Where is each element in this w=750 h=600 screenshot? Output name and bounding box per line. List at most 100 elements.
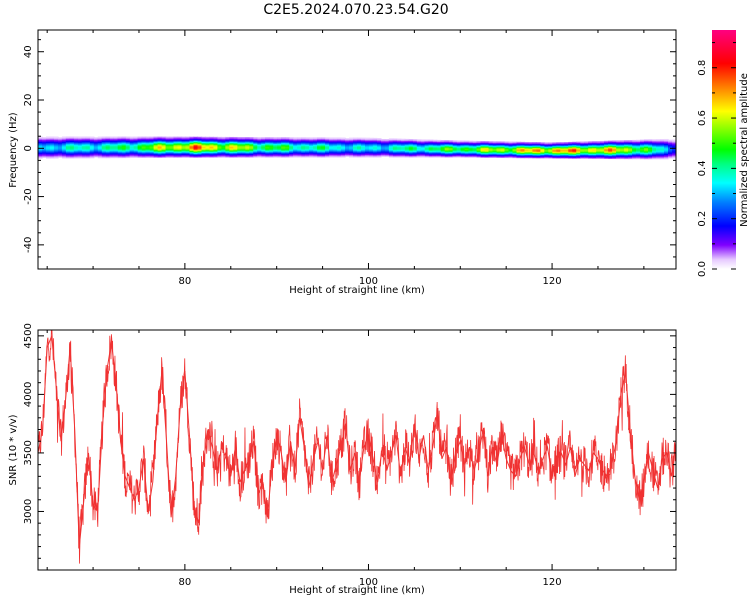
spectrogram-cell [648,153,653,155]
spectrogram-cell [69,151,75,153]
spectrogram-cell [372,150,378,152]
spectrogram-cell [233,143,238,145]
spectrogram-cell [596,141,601,143]
spectrogram-cell [121,148,127,151]
spectrogram-cell [41,153,47,155]
spectrogram-cell [384,146,390,149]
spectrogram-cell [428,156,434,158]
spectrogram-cell [568,144,573,147]
spectrogram-cell [125,138,131,141]
spectrogram-cell [384,144,390,146]
spectrogram-cell [249,149,254,152]
spectrogram-cell [388,140,394,143]
spectrogram-cell [161,144,167,146]
spectrogram-cell [325,141,330,143]
spectrogram-cell [241,153,246,155]
spectrogram-cell [456,144,462,146]
spectrogram-cell [576,156,581,159]
spectrogram-cell [588,154,593,156]
spectrogram-cell [297,146,302,148]
spectrogram-cell [89,143,95,145]
spectrogram-cell [293,151,298,154]
spectrogram-cell [301,141,306,144]
spectrogram-cell [85,153,91,156]
spectrogram-cell [424,146,430,149]
spectrogram-cell [400,152,406,155]
spectrogram-cell [372,146,378,149]
spectrogram-cell [201,149,207,152]
spectrogram-cell [440,149,446,151]
spectrogram-cell [372,144,378,147]
spectrogram-cell [568,152,573,154]
spectrogram-cell [297,139,302,142]
spectrogram-cell [249,154,254,156]
spectrogram-cell [476,140,482,143]
spectrogram-cell [588,155,593,157]
spectrogram-cell [392,142,398,145]
spectrogram-cell [604,143,609,145]
spectrogram-cell [636,155,641,157]
spectrogram-cell [512,156,518,158]
spectrogram-cell [464,148,470,151]
spectrogram-cell [368,146,374,148]
spectrogram-cell [57,141,63,143]
spectrogram-cell [161,140,167,142]
spectrogram-cell [189,150,195,153]
spectrogram-cell [121,147,127,149]
spectrogram-cell [193,142,199,144]
spectrogram-cell [89,142,95,144]
spectrogram-cell [556,144,561,146]
spectrogram-cell [636,156,641,158]
spectrogram-cell [309,148,314,151]
spectrogram-cell [488,144,494,146]
spectrogram-cell [532,146,538,148]
spectrogram-cell [165,144,171,146]
spectrogram-cell [364,156,370,158]
spectrogram-cell [41,139,47,142]
spectrogram-cell [600,144,605,146]
spectrogram-cell [129,156,135,159]
spectrogram-cell [117,141,123,143]
spectrogram-cell [580,142,585,144]
spectrogram-cell [652,154,657,156]
spectrogram-cell [301,152,306,155]
spectrogram-cell [616,156,621,158]
spectrogram-cell [668,139,673,142]
spectrogram-cell [329,151,334,154]
spectrogram-cell [504,146,510,148]
spectrogram-cell [368,138,374,141]
spectrogram-cell [209,152,215,154]
spectrogram-cell [520,150,526,152]
spectrogram-cell [432,148,438,150]
spectrogram-cell [249,153,254,155]
spectrogram-cell [217,155,223,157]
spectrogram-cell [620,156,625,159]
spectrogram-cell [101,144,107,146]
spectrogram-cell [165,140,171,142]
spectrogram-cell [205,145,211,147]
spectrogram-cell [233,148,238,151]
spectrogram-frame [37,29,677,270]
spectrogram-cell [388,144,394,146]
spectrogram-cell [544,149,549,151]
spectrogram-cell [416,156,422,158]
spectrogram-cell [524,144,530,147]
spectrogram-cell [552,155,557,158]
spectrogram-cell [376,143,382,145]
spectrogram-cell [221,155,227,157]
spectrogram-cell [53,141,59,143]
spectrogram-cell [341,155,346,157]
spectrogram-cell [165,138,171,141]
spectrogram-cell [564,142,569,145]
spectrogram-cell [245,155,250,157]
spectrogram-cell [357,142,362,144]
spectrogram-cell [129,142,135,144]
spectrogram-cell [464,150,470,152]
spectrogram-cell [364,154,370,156]
spectrogram-cell [125,150,131,153]
spectrogram-cell [400,153,406,156]
spectrogram-cell [185,151,191,153]
spectrogram-cell [664,145,669,147]
spectrogram-cell [57,156,63,158]
